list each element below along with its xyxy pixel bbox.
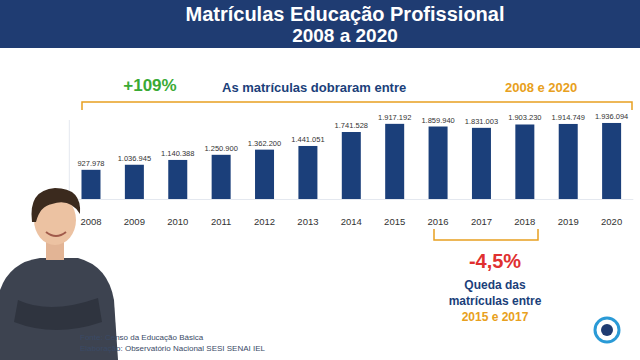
data-label: 1.831.003 — [465, 117, 498, 126]
category-label: 2013 — [297, 216, 318, 227]
category-label: 2014 — [341, 216, 362, 227]
title: Matrículas Educação Profissional — [186, 3, 505, 25]
category-label: 2016 — [427, 216, 448, 227]
category-label: 2020 — [601, 216, 622, 227]
student-hair — [31, 188, 80, 222]
data-label: 1.914.749 — [552, 113, 585, 122]
growth-period: 2008 e 2020 — [505, 80, 577, 95]
y-axis-line — [69, 120, 70, 199]
drop-bracket — [434, 229, 538, 240]
bar — [342, 132, 361, 199]
data-label: 927.978 — [77, 159, 104, 168]
bar — [559, 124, 578, 199]
bar — [602, 123, 621, 199]
category-label: 2015 — [384, 216, 405, 227]
subtitle: 2008 a 2020 — [292, 25, 398, 46]
student-smile — [46, 232, 66, 236]
bars — [81, 123, 621, 199]
chart-root: Matrículas Educação Profissional2008 a 2… — [0, 0, 640, 360]
source-text: Elaboração: Observatório Nacional SESI S… — [80, 344, 266, 353]
growth-value: +109% — [123, 76, 176, 95]
bar — [212, 155, 231, 199]
category-label: 2018 — [514, 216, 535, 227]
growth-bracket — [82, 102, 632, 110]
bar — [168, 160, 187, 199]
category-label: 2011 — [211, 216, 231, 227]
drop-period: 2015 e 2017 — [462, 310, 529, 324]
header-band — [0, 0, 640, 48]
category-label: 2010 — [167, 216, 188, 227]
category-label: 2009 — [124, 216, 145, 227]
bar — [125, 165, 144, 199]
data-label: 1.036.945 — [118, 154, 151, 163]
bar — [429, 127, 448, 199]
bar — [81, 170, 100, 199]
logo-core — [601, 324, 613, 336]
background — [0, 0, 640, 360]
logo — [595, 318, 619, 342]
student-arms — [14, 298, 102, 330]
bar — [515, 124, 534, 199]
drop-text: Queda das — [464, 278, 526, 292]
data-label: 1.936.094 — [595, 112, 628, 121]
data-label: 1.362.200 — [248, 139, 281, 148]
bar — [255, 150, 274, 199]
data-label: 1.903.230 — [508, 113, 541, 122]
data-label: 1.859.940 — [421, 116, 454, 125]
logo-ring — [595, 318, 619, 342]
data-label: 1.140.388 — [161, 149, 194, 158]
data-label: 1.250.900 — [204, 144, 237, 153]
category-label: 2008 — [80, 216, 101, 227]
x-axis-line — [69, 199, 633, 200]
drop-value: -4,5% — [469, 250, 521, 272]
category-label: 2017 — [471, 216, 492, 227]
bar — [385, 124, 404, 199]
bar — [472, 128, 491, 199]
category-label: 2012 — [254, 216, 275, 227]
data-label: 1.441.051 — [291, 135, 324, 144]
data-label: 1.741.528 — [335, 121, 368, 130]
drop-text: matrículas entre — [449, 294, 542, 308]
growth-text: As matrículas dobraram entre — [222, 80, 406, 95]
category-label: 2019 — [558, 216, 579, 227]
source-text: Fonte: Censo da Educação Básica — [80, 333, 204, 342]
bar — [298, 146, 317, 199]
data-label: 1.917.192 — [378, 113, 411, 122]
